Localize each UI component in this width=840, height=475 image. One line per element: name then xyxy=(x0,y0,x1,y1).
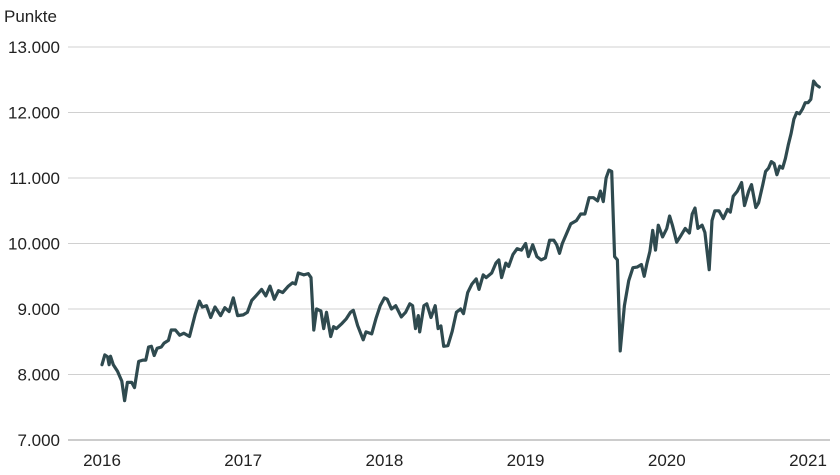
y-axis-tick-labels: 7.000 8.000 9.000 10.000 11.000 12.000 13.000 xyxy=(8,38,60,450)
x-axis-tick-labels: 2016 2017 2018 2019 2020 2021 xyxy=(83,451,827,470)
y-tick-label: 12.000 xyxy=(8,104,60,123)
x-tick-label: 2016 xyxy=(83,451,121,470)
series-line xyxy=(100,79,821,403)
x-tick-label: 2019 xyxy=(507,451,545,470)
y-tick-label: 10.000 xyxy=(8,235,60,254)
series-group xyxy=(100,79,821,403)
x-tick-label: 2018 xyxy=(365,451,403,470)
y-tick-label: 7.000 xyxy=(17,431,60,450)
x-tick-label: 2017 xyxy=(224,451,262,470)
gridlines xyxy=(68,46,830,441)
y-tick-label: 9.000 xyxy=(17,300,60,319)
y-tick-label: 13.000 xyxy=(8,38,60,57)
y-tick-label: 8.000 xyxy=(17,366,60,385)
y-axis-unit-label: Punkte xyxy=(4,7,57,26)
x-tick-label: 2020 xyxy=(648,451,686,470)
x-tick-label: 2021 xyxy=(789,451,827,470)
y-tick-label: 11.000 xyxy=(9,169,60,188)
